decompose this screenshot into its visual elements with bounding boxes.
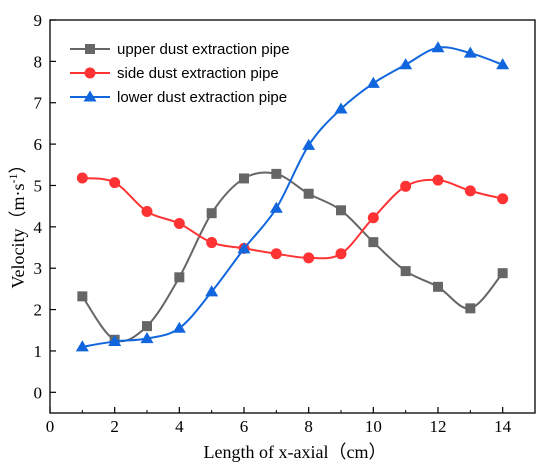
legend-marker <box>85 44 95 54</box>
legend-label: side dust extraction pipe <box>117 65 279 82</box>
legend: upper dust extraction pipe side dust extr… <box>70 41 290 106</box>
y-tick-label: 0 <box>34 383 43 402</box>
data-point-side <box>335 248 347 260</box>
data-point-side <box>367 212 379 224</box>
y-axis-title-main: Velocity（m·s <box>8 184 28 289</box>
data-point-lower <box>172 321 186 333</box>
legend-item-lower: lower dust extraction pipe <box>70 89 287 106</box>
y-tick-label: 4 <box>34 218 43 237</box>
data-point-upper <box>465 303 476 314</box>
data-point-side <box>464 185 476 197</box>
x-tick-label: 6 <box>240 417 249 436</box>
data-point-upper <box>206 208 217 219</box>
y-tick-label: 5 <box>34 176 43 195</box>
data-point-side <box>303 252 315 264</box>
data-point-side <box>400 180 412 192</box>
data-point-upper <box>271 168 282 179</box>
y-tick-label: 2 <box>34 301 43 320</box>
y-axis-title-close: ） <box>8 156 28 174</box>
y-tick-label: 1 <box>34 342 43 361</box>
x-tick-label: 2 <box>110 417 119 436</box>
legend-marker <box>83 90 97 102</box>
legend-item-side: side dust extraction pipe <box>70 65 279 82</box>
data-point-upper <box>142 321 152 332</box>
y-axis-title: Velocity（m·s-1） <box>6 156 28 289</box>
y-axis-title-superscript: -1 <box>6 174 20 184</box>
data-point-side <box>173 218 185 230</box>
y-tick-label: 8 <box>34 52 43 71</box>
data-point-lower <box>108 334 122 346</box>
data-point-side <box>109 177 121 189</box>
data-point-upper <box>433 281 443 292</box>
data-point-upper <box>368 237 379 248</box>
data-point-lower <box>366 76 380 88</box>
data-point-lower <box>463 46 477 58</box>
plot-frame <box>49 19 536 414</box>
data-point-upper <box>336 205 346 216</box>
data-point-side <box>206 237 218 249</box>
data-point-upper <box>239 173 249 184</box>
data-point-upper <box>174 272 185 283</box>
y-tick-label: 3 <box>34 259 43 278</box>
data-point-side <box>432 174 444 186</box>
data-point-side <box>76 172 88 184</box>
series-lower <box>75 41 510 352</box>
data-point-lower <box>302 138 316 150</box>
data-point-lower <box>269 201 283 213</box>
x-tick-label: 12 <box>430 417 447 436</box>
x-axis-title: Length of x-axial（cm） <box>204 442 387 462</box>
legend-label: lower dust extraction pipe <box>117 89 287 106</box>
data-point-lower <box>334 102 348 114</box>
data-point-side <box>497 193 509 205</box>
series-side <box>76 172 509 264</box>
legend-label: upper dust extraction pipe <box>117 41 290 58</box>
data-point-lower <box>140 332 154 344</box>
x-tick-label: 14 <box>494 417 512 436</box>
data-point-lower <box>75 340 89 352</box>
data-point-lower <box>496 58 510 70</box>
legend-item-upper: upper dust extraction pipe <box>70 41 290 58</box>
series-layer <box>75 41 510 352</box>
x-tick-label: 10 <box>365 417 382 436</box>
x-tick-label: 4 <box>175 417 184 436</box>
data-point-upper <box>400 266 411 277</box>
x-tick-label: 0 <box>46 417 55 436</box>
x-tick-label: 8 <box>304 417 313 436</box>
data-point-side <box>270 248 282 260</box>
data-point-lower <box>205 285 219 297</box>
data-point-upper <box>497 268 508 279</box>
data-point-lower <box>237 242 251 254</box>
data-point-upper <box>77 291 88 302</box>
series-line-side <box>82 177 503 260</box>
data-point-side <box>141 206 153 218</box>
data-point-lower <box>399 58 413 70</box>
y-tick-label: 9 <box>34 11 43 30</box>
y-tick-label: 7 <box>34 94 43 113</box>
data-point-upper <box>303 188 314 199</box>
legend-marker <box>84 67 96 79</box>
data-point-lower <box>431 41 445 53</box>
y-tick-label: 6 <box>34 135 43 154</box>
